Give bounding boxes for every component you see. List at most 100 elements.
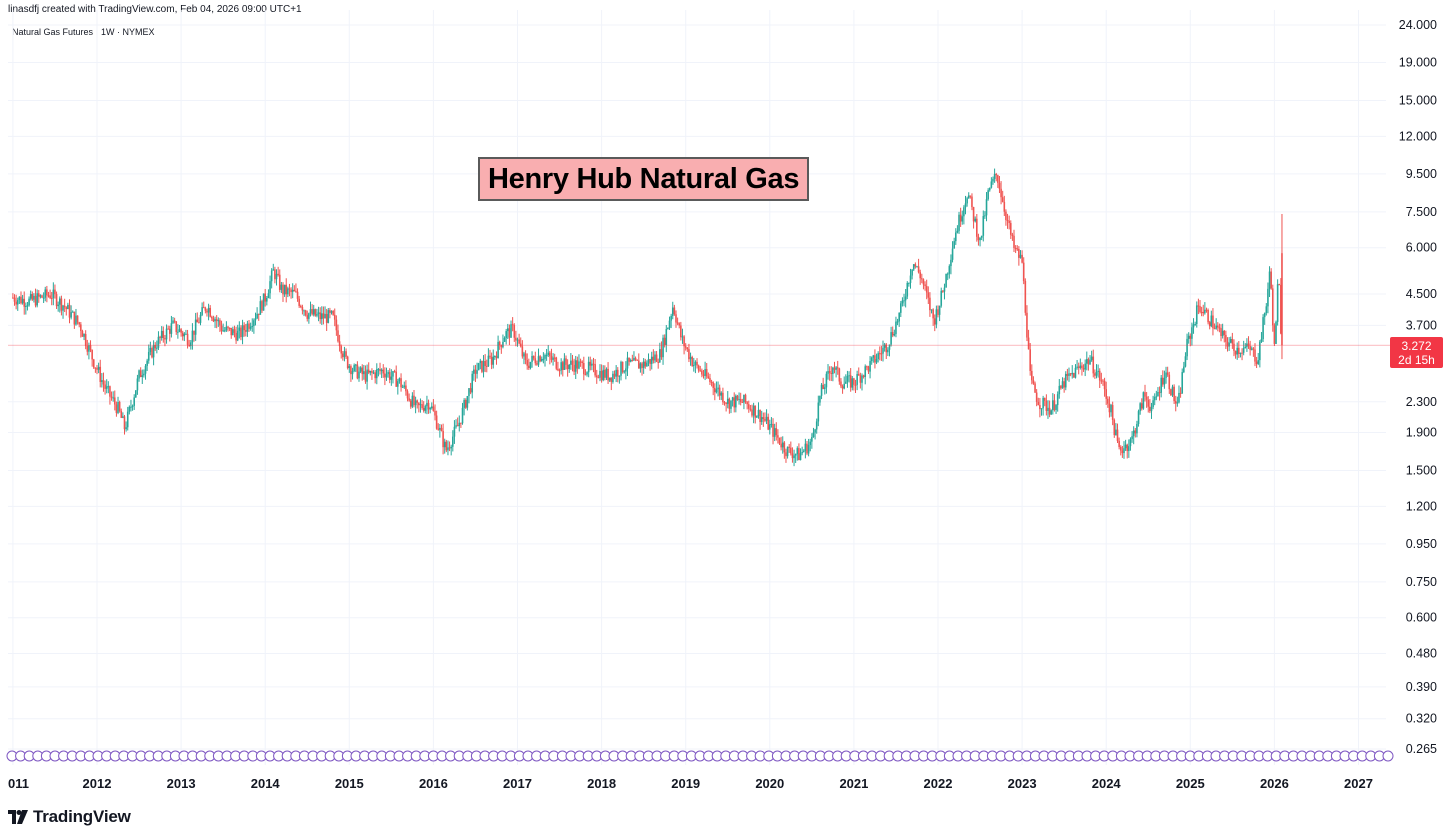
candle-body: [387, 372, 389, 375]
candle-body: [872, 355, 875, 358]
candle-body: [916, 266, 918, 268]
candle-body: [299, 305, 302, 307]
candle-body: [1218, 327, 1221, 329]
candle-body: [701, 370, 703, 375]
candle-body: [264, 293, 266, 302]
candle-body: [891, 332, 894, 336]
candle-body: [769, 424, 771, 430]
tradingview-logo[interactable]: TradingView: [8, 807, 131, 827]
candle-body: [267, 293, 270, 299]
candle-body: [862, 375, 865, 377]
candle-body: [1236, 347, 1239, 355]
candle-body: [1184, 356, 1187, 367]
candle-body: [641, 363, 643, 368]
candle-body: [961, 216, 964, 222]
candle-body: [502, 341, 504, 348]
candle-body: [96, 367, 98, 370]
candle-body: [924, 284, 926, 287]
candle-body: [937, 309, 939, 315]
candle-body: [992, 178, 994, 182]
candle-body: [372, 372, 375, 374]
candle-body: [211, 316, 213, 319]
event-marker[interactable]: [1382, 750, 1394, 762]
candle-body: [1103, 380, 1106, 390]
candle-body: [583, 363, 585, 375]
candle-body: [1249, 346, 1251, 350]
y-tick-label: 9.500: [1406, 167, 1437, 181]
candle-body: [1064, 373, 1067, 388]
candle-body: [1063, 381, 1065, 388]
candle-body: [946, 273, 949, 275]
candle-body: [1011, 234, 1014, 236]
candle-body: [104, 384, 106, 389]
candle-body: [875, 359, 878, 363]
candle-body: [1247, 343, 1250, 347]
candle-body: [262, 293, 265, 311]
y-tick-label: 0.600: [1406, 611, 1437, 625]
candle-body: [793, 455, 795, 459]
candle-body: [141, 375, 144, 377]
y-tick-label: 19.000: [1399, 56, 1437, 70]
candle-body: [16, 299, 19, 305]
candle-body: [646, 362, 648, 367]
candle-body: [186, 333, 189, 345]
candle-body: [854, 384, 857, 386]
candle-body: [1178, 392, 1180, 403]
candle-body: [1005, 211, 1007, 221]
candle-body: [405, 385, 407, 392]
candle-body: [34, 295, 37, 306]
candle-body: [406, 391, 409, 399]
candle-body: [806, 443, 808, 454]
candle-body: [369, 370, 372, 373]
candle-body: [21, 298, 24, 304]
candle-body: [815, 421, 818, 430]
chart-annotation-title[interactable]: Henry Hub Natural Gas: [478, 157, 810, 201]
candle-body: [1233, 343, 1235, 351]
candle-body: [649, 359, 651, 364]
candle-body: [752, 405, 755, 416]
candle-body: [1153, 397, 1156, 401]
candle-body: [791, 453, 794, 459]
candle-body: [660, 349, 663, 358]
candle-body: [715, 389, 718, 393]
candle-body: [993, 174, 996, 179]
candle-body: [358, 371, 360, 379]
candle-body: [450, 446, 452, 449]
candle-body: [235, 332, 237, 341]
candle-body: [380, 369, 383, 372]
candle-body: [285, 284, 288, 295]
x-tick-label: 2025: [1176, 776, 1205, 791]
candle-body: [445, 441, 448, 451]
candle-body: [83, 333, 85, 337]
candle-body: [927, 292, 930, 298]
candle-body: [335, 319, 338, 331]
candle-body: [1216, 325, 1219, 328]
candle-body: [984, 215, 986, 217]
candle-body: [728, 398, 731, 409]
candle-body: [739, 399, 742, 402]
candle-body: [539, 356, 541, 362]
candle-body: [322, 313, 325, 319]
candle-body: [864, 366, 867, 377]
candle-body: [1176, 402, 1179, 404]
candle-body: [613, 373, 616, 377]
candle-body: [607, 368, 609, 381]
candle-body: [400, 378, 402, 388]
candle-body: [199, 314, 202, 323]
candle-body: [1183, 366, 1185, 373]
candle-body: [319, 312, 321, 320]
candle-body: [1074, 367, 1077, 378]
candle-body: [1171, 386, 1174, 396]
candle-body: [384, 373, 386, 378]
candle-body: [1276, 284, 1279, 322]
candle-body: [1195, 305, 1198, 325]
candle-body: [513, 325, 516, 338]
candle-body: [442, 430, 444, 448]
candle-body: [207, 307, 210, 313]
candle-body: [591, 363, 593, 366]
candle-body: [1170, 389, 1172, 396]
time-axis: 011 2012 2013 2014 2015 2016 2017 2018 2019 2020 2…: [8, 776, 1373, 791]
candle-body: [1092, 356, 1095, 374]
candle-body: [995, 174, 998, 176]
